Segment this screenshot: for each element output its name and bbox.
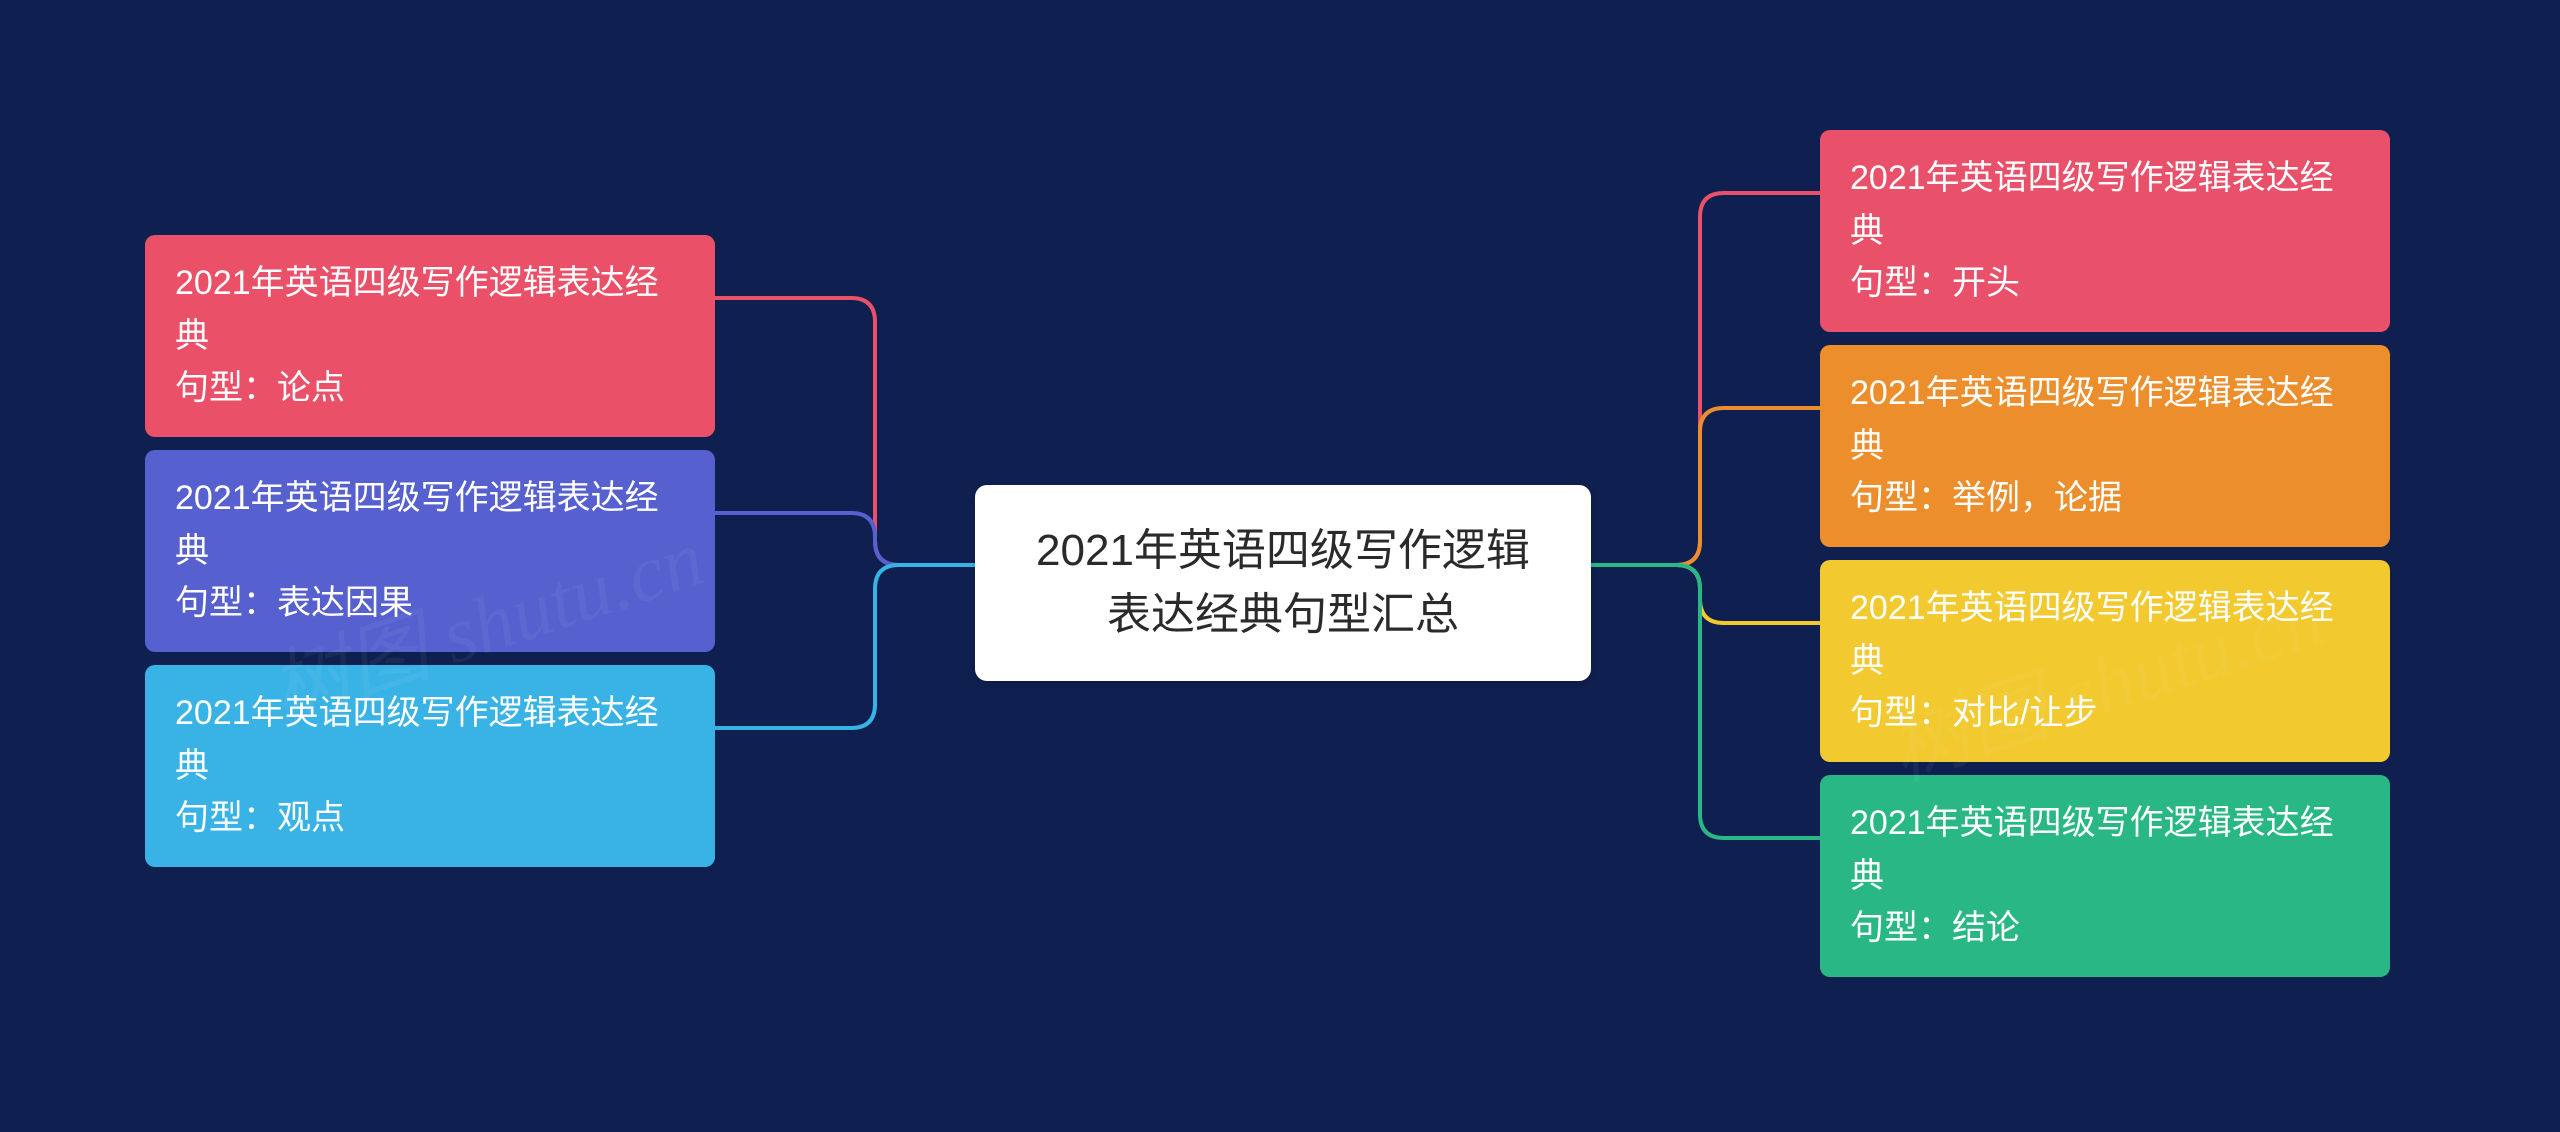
center-node-label: 2021年英语四级写作逻辑表达经典句型汇总	[1036, 526, 1530, 639]
right-node-1[interactable]: 2021年英语四级写作逻辑表达经典句型：举例，论据	[1820, 345, 2390, 547]
node-label: 2021年英语四级写作逻辑表达经典句型：表达因果	[175, 479, 659, 622]
node-label: 2021年英语四级写作逻辑表达经典句型：结论	[1850, 804, 2334, 947]
node-label: 2021年英语四级写作逻辑表达经典句型：举例，论据	[1850, 374, 2334, 517]
left-node-2[interactable]: 2021年英语四级写作逻辑表达经典句型：观点	[145, 665, 715, 867]
node-label: 2021年英语四级写作逻辑表达经典句型：开头	[1850, 159, 2334, 302]
mindmap-canvas: 2021年英语四级写作逻辑表达经典句型汇总 2021年英语四级写作逻辑表达经典句…	[0, 0, 2560, 1132]
right-node-3[interactable]: 2021年英语四级写作逻辑表达经典句型：结论	[1820, 775, 2390, 977]
node-label: 2021年英语四级写作逻辑表达经典句型：对比/让步	[1850, 589, 2334, 732]
node-label: 2021年英语四级写作逻辑表达经典句型：观点	[175, 694, 659, 837]
node-label: 2021年英语四级写作逻辑表达经典句型：论点	[175, 264, 659, 407]
right-node-0[interactable]: 2021年英语四级写作逻辑表达经典句型：开头	[1820, 130, 2390, 332]
center-node[interactable]: 2021年英语四级写作逻辑表达经典句型汇总	[975, 485, 1591, 681]
right-node-2[interactable]: 2021年英语四级写作逻辑表达经典句型：对比/让步	[1820, 560, 2390, 762]
left-node-0[interactable]: 2021年英语四级写作逻辑表达经典句型：论点	[145, 235, 715, 437]
left-node-1[interactable]: 2021年英语四级写作逻辑表达经典句型：表达因果	[145, 450, 715, 652]
